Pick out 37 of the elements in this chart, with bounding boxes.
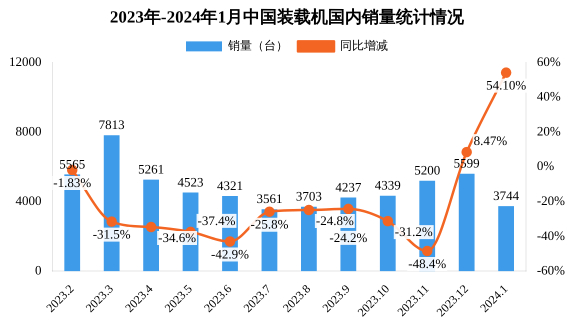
y-tick-label: 12000 xyxy=(9,54,42,69)
data-label: 54.10% xyxy=(486,78,526,93)
y2-tick-label: 40% xyxy=(536,88,561,104)
data-label: -37.4% xyxy=(198,212,236,228)
data-label: 3744 xyxy=(493,188,520,204)
legend-label: 同比增减 xyxy=(340,38,388,53)
y2-tick-label: -60% xyxy=(536,262,566,278)
y2-tick-label: -40% xyxy=(536,228,566,243)
data-label: 5200 xyxy=(414,162,440,178)
data-label: -34.6% xyxy=(158,230,196,245)
data-label: 4321 xyxy=(217,178,244,193)
y2-tick-label: 20% xyxy=(536,123,561,138)
data-label: 4339 xyxy=(374,178,401,193)
y-tick-label: 8000 xyxy=(16,123,42,138)
data-label: -25.8% xyxy=(250,216,289,232)
data-label: -31.2% xyxy=(394,224,433,240)
data-label: 5565 xyxy=(59,156,86,172)
data-label: -31.5% xyxy=(92,226,131,242)
data-label: 7813 xyxy=(98,117,125,132)
data-label: -24.2% xyxy=(329,230,368,245)
data-label: 5261 xyxy=(138,162,164,177)
data-label: 3561 xyxy=(256,191,282,206)
data-label: -48.4% xyxy=(408,256,446,271)
legend-label: 销量（台） xyxy=(227,38,288,53)
data-label: 8.47% xyxy=(474,133,508,148)
data-label: 4523 xyxy=(178,174,204,190)
data-label: -1.83% xyxy=(53,174,92,190)
y2-tick-label: 60% xyxy=(536,54,561,69)
data-label: -42.9% xyxy=(211,246,250,262)
data-label: 4237 xyxy=(335,179,362,194)
y-tick-label: 0 xyxy=(35,262,42,278)
y2-tick-label: -20% xyxy=(536,193,566,208)
chart-title: 2023年-2024年1月中国装载机国内销量统计情况 xyxy=(110,8,466,27)
y-tick-label: 4000 xyxy=(16,193,42,208)
data-label: -24.8% xyxy=(316,212,354,228)
y2-tick-label: 0% xyxy=(536,158,554,174)
data-label: 3703 xyxy=(296,188,322,204)
